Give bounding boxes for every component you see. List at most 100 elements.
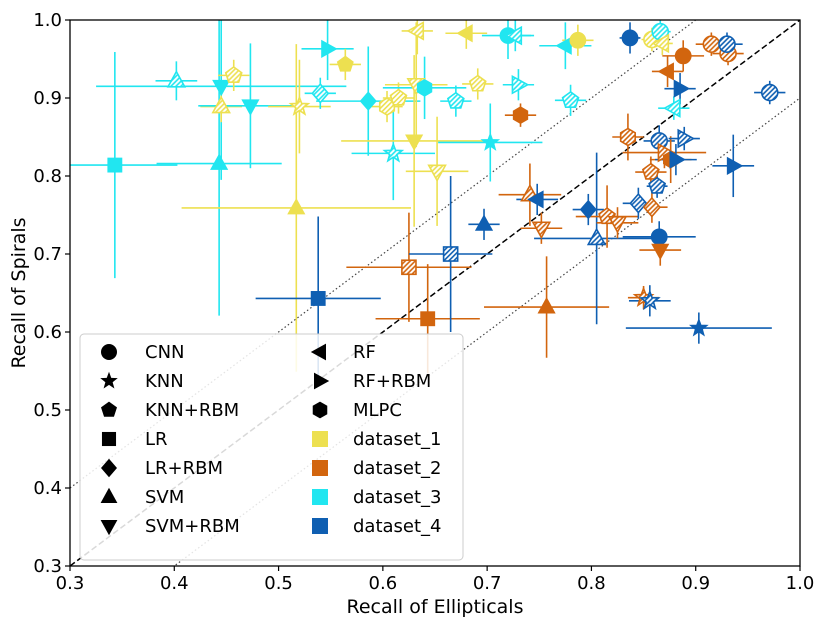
legend-label: CNN [145,342,185,363]
point-cnn-dataset-4 [650,228,668,246]
x-tick-label: 0.4 [160,573,189,594]
legend-label: dataset_1 [353,429,442,450]
point-cnn-dataset-4 [718,35,736,53]
x-tick-label: 1.0 [786,573,815,594]
point-rf-dataset-3 [662,98,681,118]
point-knn-rbm-dataset-2 [641,162,660,180]
y-tick-label: 0.8 [33,166,62,187]
point-svm-rbm-dataset-3 [212,79,231,97]
point-rf-dataset-1 [456,24,473,43]
plot-frame [69,19,801,567]
y-tick-label: 0.9 [33,88,62,109]
legend-marker-rf [310,343,326,361]
point-cnn-dataset-4 [760,83,779,102]
legend-marker-knn [100,371,118,389]
y-axis-label: Recall of Spirals [8,217,30,368]
point-knn-rbm-dataset-1 [224,65,243,83]
point-knn-rbm-dataset-4 [648,176,667,194]
x-tick-label: 0.6 [369,573,398,594]
point-svm-rbm-dataset-2 [607,216,628,234]
legend-label: RF+RBM [353,371,431,392]
point-lr-rbm-dataset-3 [359,91,377,111]
point-rf-dataset-3 [555,36,572,55]
legend-swatch-dataset-1 [312,431,328,447]
x-tick-label: 0.3 [56,573,85,594]
y-tick-label: 0.6 [33,322,62,343]
point-svm-dataset-1 [287,197,306,215]
point-knn-rbm-dataset-1 [389,88,408,106]
legend-label: dataset_4 [353,516,442,537]
data-markers [107,21,779,337]
point-lr-rbm-dataset-2 [642,196,661,218]
x-tick-label: 0.5 [264,573,293,594]
point-svm-rbm-dataset-2 [531,221,552,240]
point-knn-dataset-3 [480,132,501,151]
legend-marker-cnn [101,344,117,360]
point-rf-dataset-1 [651,33,670,54]
legend-label: dataset_3 [353,487,442,508]
legend-swatch-dataset-4 [312,518,328,534]
point-cnn-dataset-2 [702,35,721,53]
point-cnn-dataset-1 [569,31,587,49]
point-knn-rbm-dataset-3 [446,91,465,109]
point-mlpc-dataset-2 [619,127,636,147]
legend-label: LR [145,429,168,450]
point-rf-dataset-2 [657,62,674,81]
y-tick-label: 0.4 [33,478,62,499]
point-rf-dataset-1 [406,21,425,41]
legend-marker-svm-rbm [100,520,118,536]
point-lr-rbm-dataset-4 [579,199,597,220]
point-lr-dataset-3 [107,157,123,173]
point-svm-dataset-4 [474,214,494,231]
point-rf-rbm-dataset-3 [321,39,338,58]
point-svm-dataset-3 [210,153,229,170]
legend-marker-lr-rbm [101,458,117,478]
legend-label: SVM [145,487,184,508]
point-rf-rbm-dataset-4 [677,128,696,149]
legend-marker-svm [100,487,118,503]
point-lr-dataset-2 [401,259,417,276]
x-axis-ticks: 0.3 0.4 0.5 0.6 0.7 0.8 0.9 1.0 [56,566,815,594]
legend-marker-mlpc [312,401,328,419]
legend-marker-knn-rbm [101,401,117,417]
point-knn-rbm-dataset-1 [336,55,354,72]
point-mlpc-dataset-3 [416,78,433,97]
legend-label: KNN [145,371,184,392]
point-svm-dataset-3 [166,69,187,88]
point-svm-rbm-dataset-3 [241,99,260,116]
legend-label: dataset_2 [353,458,442,479]
legend-label: RF [353,342,376,363]
legend-label: SVM+RBM [145,516,240,537]
point-knn-rbm-dataset-3 [561,90,580,108]
legend-swatch-dataset-3 [312,489,328,505]
x-axis-label: Recall of Ellipticals [347,596,524,618]
point-knn-dataset-4 [638,289,661,311]
legend-label: LR+RBM [145,458,223,479]
point-lr-rbm-dataset-4 [629,192,648,214]
y-tick-label: 0.5 [33,400,62,421]
y-axis-ticks: 0.3 0.4 0.5 0.6 0.7 0.8 0.9 1.0 [33,10,70,577]
point-rf-rbm-dataset-4 [673,79,691,98]
legend-box [79,333,464,561]
y-tick-label: 0.7 [33,244,62,265]
x-tick-label: 0.8 [577,573,606,594]
point-svm-rbm-dataset-1 [405,134,424,151]
point-rf-rbm-dataset-3 [511,74,530,95]
point-svm-dataset-2 [537,297,556,314]
point-cnn-dataset-2 [674,47,692,65]
x-tick-label: 0.7 [473,573,502,594]
legend-marker-lr [101,431,117,447]
point-lr-dataset-4 [442,246,459,262]
point-svm-dataset-1 [211,95,231,114]
point-cnn-dataset-4 [621,29,639,47]
y-tick-label: 0.3 [33,556,62,577]
point-lr-dataset-2 [420,311,436,327]
point-knn-dataset-3 [382,141,405,163]
legend-label: MLPC [353,400,402,421]
legend-label: KNN+RBM [145,400,239,421]
point-lr-rbm-dataset-3 [311,82,330,104]
point-rf-dataset-4 [527,190,544,209]
point-svm-rbm-dataset-1 [427,164,447,183]
point-knn-dataset-4 [688,317,709,337]
